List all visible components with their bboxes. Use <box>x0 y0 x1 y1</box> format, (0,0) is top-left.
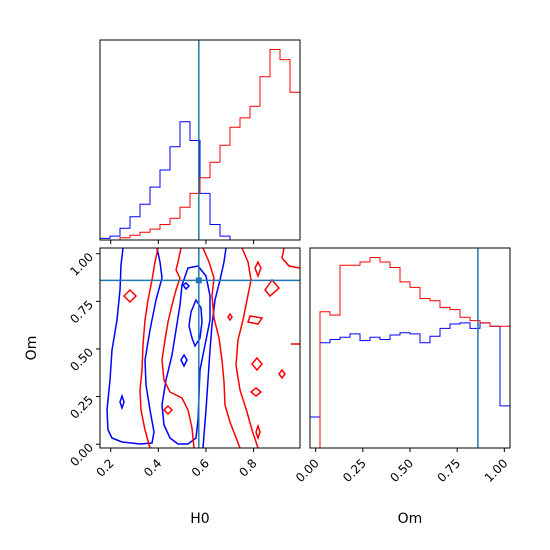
truth-marker <box>195 277 202 284</box>
red-contour-island-j <box>227 312 233 322</box>
om-hist-red <box>310 257 510 448</box>
joint-ylabel: Om <box>24 336 40 361</box>
h0-marginal-panel <box>99 39 301 244</box>
blue-contour-mid <box>161 265 211 445</box>
red-contour-mid-right <box>202 248 241 448</box>
red-contour-mid-left <box>161 248 195 448</box>
joint-xlabel: H0 <box>190 511 209 527</box>
red-contour-island-d <box>264 278 281 298</box>
red-contour-island-h <box>249 387 263 397</box>
h0-marginal-frame <box>99 39 301 241</box>
blue-contour-island-1 <box>181 282 191 291</box>
joint-panel-frame <box>99 247 301 449</box>
h0-hist-red <box>100 49 300 240</box>
om-hist-blue <box>310 322 510 418</box>
red-contour-island-g <box>278 368 286 380</box>
red-contour-island-i <box>255 423 261 441</box>
red-contour-island-c <box>254 260 262 279</box>
h0-hist-blue <box>100 121 300 240</box>
blue-contour-island-2 <box>119 393 125 411</box>
red-contour-island-e <box>247 315 264 325</box>
red-contour-island-f <box>251 356 263 372</box>
red-contour-left <box>139 248 159 448</box>
blue-contour-right <box>202 248 227 448</box>
red-contour-island-a <box>122 288 138 304</box>
om-xlabel: Om <box>398 511 423 527</box>
blue-contour-outer <box>106 248 163 445</box>
blue-contour-inner <box>188 298 203 348</box>
blue-contour-island-3 <box>180 353 188 368</box>
red-contour-right <box>235 248 259 448</box>
red-contour-island-b <box>162 404 174 416</box>
red-contour-far-right <box>281 248 300 269</box>
